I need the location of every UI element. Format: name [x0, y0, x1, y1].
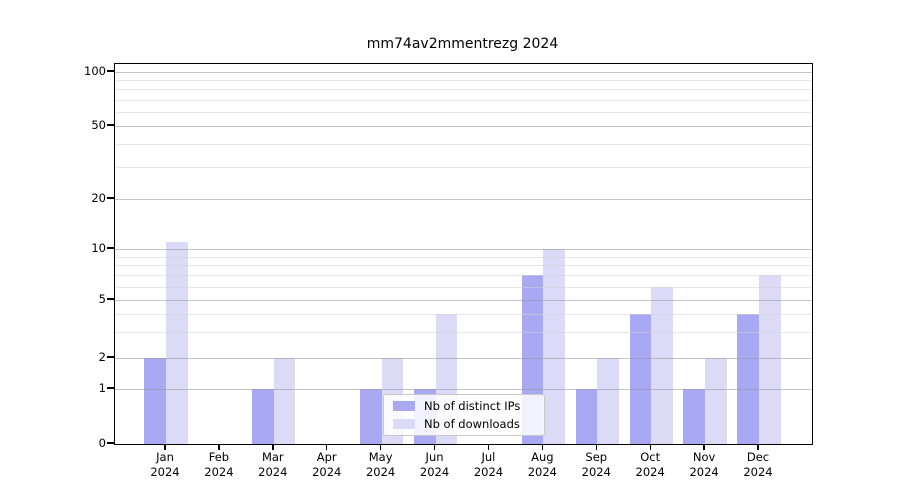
y-tick-mark-2	[107, 356, 114, 358]
bars-layer	[115, 64, 812, 444]
legend-swatch-distinct-ips	[393, 401, 415, 411]
bar-distinct-ips-nov	[683, 389, 706, 444]
y-tick-mark-5	[107, 298, 114, 300]
bar-distinct-ips-dec	[737, 314, 759, 444]
bar-downloads-nov	[705, 358, 727, 444]
legend-item-downloads: Nb of downloads	[393, 417, 544, 432]
legend-label-downloads: Nb of downloads	[424, 417, 520, 431]
y-tick-mark-100	[107, 70, 114, 72]
y-tick-label-20: 20	[91, 191, 106, 205]
x-tick-mark-aug	[541, 444, 544, 450]
legend-swatch-downloads	[393, 419, 415, 429]
y-tick-label-1: 1	[98, 381, 106, 395]
y-tick-label-10: 10	[91, 241, 106, 255]
x-tick-mark-nov	[703, 444, 705, 450]
legend-item-distinct-ips: Nb of distinct IPs	[393, 399, 544, 414]
legend-label-distinct-ips: Nb of distinct IPs	[424, 399, 521, 413]
y-tick-label-100: 100	[84, 64, 106, 78]
bar-downloads-jan	[166, 242, 188, 444]
y-tick-mark-10	[107, 247, 114, 249]
x-tick-label-jul: Jul 2024	[473, 450, 504, 479]
x-tick-label-sep: Sep 2024	[581, 450, 611, 479]
x-tick-mark-oct	[649, 444, 651, 450]
x-tick-label-aug: Aug 2024	[527, 450, 557, 479]
y-tick-label-5: 5	[98, 292, 106, 306]
bar-downloads-aug	[543, 249, 565, 444]
x-tick-label-jan: Jan 2024	[150, 450, 180, 479]
x-tick-mark-jun	[433, 444, 436, 450]
bar-distinct-ips-mar	[252, 389, 274, 444]
x-tick-label-apr: Apr 2024	[312, 450, 342, 479]
bar-distinct-ips-jan	[144, 358, 166, 444]
x-tick-mark-mar	[272, 444, 274, 450]
y-tick-label-0: 0	[98, 436, 106, 450]
y-tick-mark-20	[107, 197, 114, 199]
bar-downloads-oct	[651, 286, 673, 444]
y-tick-label-2: 2	[98, 350, 106, 364]
x-tick-label-feb: Feb 2024	[204, 450, 234, 479]
plot-area	[114, 63, 813, 445]
x-tick-label-jun: Jun 2024	[419, 450, 450, 479]
x-tick-mark-jul	[487, 444, 490, 450]
bar-downloads-mar	[273, 358, 296, 444]
bar-distinct-ips-oct	[629, 314, 652, 444]
x-tick-label-oct: Oct 2024	[635, 450, 665, 479]
chart-title: mm74av2mmentrezg 2024	[366, 36, 559, 52]
y-tick-mark-50	[107, 124, 114, 126]
y-tick-label-50: 50	[91, 118, 106, 132]
bar-distinct-ips-sep	[575, 389, 598, 444]
x-tick-mark-sep	[595, 444, 597, 450]
y-tick-mark-1	[107, 387, 114, 389]
x-tick-label-mar: Mar 2024	[258, 450, 288, 479]
x-tick-mark-dec	[757, 444, 759, 450]
y-tick-mark-0	[107, 442, 114, 444]
x-tick-label-nov: Nov 2024	[689, 450, 719, 479]
x-tick-label-may: May 2024	[365, 450, 396, 479]
x-tick-mark-jan	[164, 444, 166, 450]
x-tick-mark-may	[380, 444, 382, 450]
x-tick-mark-feb	[218, 444, 220, 450]
bar-downloads-dec	[759, 275, 781, 444]
legend: Nb of distinct IPs Nb of downloads	[383, 394, 545, 436]
bar-downloads-sep	[597, 358, 619, 444]
bar-distinct-ips-may	[360, 389, 382, 444]
x-tick-mark-apr	[326, 444, 328, 450]
x-tick-label-dec: Dec 2024	[743, 450, 773, 479]
